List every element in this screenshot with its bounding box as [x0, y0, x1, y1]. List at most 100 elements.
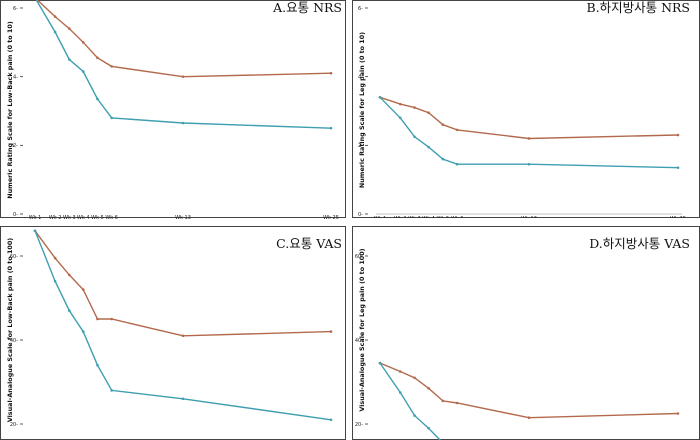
y-tick-label: 20-	[10, 422, 18, 428]
data-point	[110, 317, 113, 321]
y-tick-label: 40-	[355, 338, 363, 344]
y-axis-label: Numeric Rating Scale for Leg pain (0 to …	[358, 32, 366, 188]
data-point	[68, 58, 71, 61]
series-line-1	[36, 0, 332, 78]
series-line-2	[34, 230, 332, 421]
series-line-2	[35, 0, 332, 129]
data-point	[81, 330, 85, 333]
data-point	[413, 106, 416, 109]
data-point	[81, 288, 85, 291]
series-line-2	[379, 96, 679, 169]
data-point	[378, 95, 382, 99]
y-tick-label: 60-	[10, 254, 18, 260]
x-tick-label: Wk 6	[105, 215, 118, 221]
chart-panel-b: B.하지방사통 NRS Numeric Rating Scale for Leg …	[352, 0, 700, 222]
y-axis-label: Numeric Rating Scale for Low-Back pain (…	[6, 21, 14, 199]
data-point	[398, 116, 402, 120]
data-point	[455, 128, 459, 132]
x-tick-label: Wk 25	[323, 215, 339, 221]
y-tick-label: 2-	[13, 143, 18, 149]
data-point	[676, 412, 680, 415]
data-point	[676, 133, 680, 137]
y-tick-label: 20-	[355, 422, 363, 428]
data-point	[68, 273, 71, 277]
data-point	[676, 166, 680, 169]
data-point	[527, 137, 531, 140]
series-line-1	[379, 362, 679, 419]
y-tick-label: 4-	[13, 74, 18, 80]
y-tick-label: 2-	[358, 143, 363, 149]
x-tick-label: Wk 2	[394, 216, 407, 222]
data-point	[33, 229, 37, 233]
panel-frame	[0, 0, 346, 218]
data-point	[181, 397, 185, 401]
data-point	[398, 370, 402, 373]
data-point	[427, 426, 430, 430]
series-line-1	[34, 230, 332, 337]
data-point	[181, 121, 185, 125]
chart-panel-d: D.하지방사통 VAS Visual-Analogue Scale for Leg…	[352, 226, 700, 440]
x-tick-label: Wk 25	[670, 216, 686, 222]
data-point	[455, 162, 459, 166]
panel-title: C.요통 VAS	[276, 236, 342, 251]
y-tick-label: 60-	[355, 254, 363, 260]
data-point	[413, 135, 416, 139]
y-tick-label: 0-	[358, 212, 363, 218]
data-point	[53, 279, 57, 283]
data-point	[441, 123, 445, 127]
data-point	[110, 389, 113, 392]
data-point	[413, 414, 416, 417]
data-point	[110, 116, 113, 120]
data-point	[329, 418, 333, 422]
data-point	[378, 361, 382, 365]
data-point	[110, 65, 113, 68]
data-point	[398, 391, 402, 394]
chart-panel-a: A.요통 NRS Numeric Rating Scale for Low-Bac…	[0, 0, 346, 218]
x-tick-label: Wk 3	[408, 216, 421, 222]
data-point	[413, 376, 416, 380]
x-tick-label: Wk 4	[77, 215, 90, 221]
y-tick-label: 40-	[10, 338, 18, 344]
x-tick-label: Wk 4	[422, 216, 435, 222]
data-point	[427, 111, 430, 115]
data-point	[527, 162, 531, 166]
chart-panel-c: C.요통 VAS Visual-Analogue Scale for Low-Ba…	[0, 226, 346, 440]
y-axis-label: Visual-Analogue Scale for Low-Back pain …	[6, 238, 14, 423]
data-point	[96, 317, 99, 321]
data-point	[427, 387, 430, 390]
x-tick-label: Wk 5	[437, 216, 450, 222]
data-point	[181, 334, 185, 338]
data-point	[527, 416, 531, 420]
data-point	[96, 97, 99, 101]
data-point	[53, 15, 57, 18]
data-point	[81, 41, 85, 44]
data-point	[81, 70, 85, 73]
x-tick-label: Wk 13	[521, 216, 537, 222]
data-point	[68, 309, 71, 312]
panel-frame	[352, 226, 700, 440]
x-tick-label: Wk 3	[63, 215, 76, 221]
data-point	[329, 71, 333, 75]
y-tick-label: 6-	[13, 6, 18, 12]
data-point	[441, 157, 445, 161]
x-tick-label: Wk 13	[175, 215, 191, 221]
data-point	[68, 27, 71, 30]
x-tick-label: Wk 1	[374, 216, 387, 222]
data-point	[329, 330, 333, 333]
panel-title: B.하지방사통 NRS	[586, 0, 690, 15]
x-tick-label: Wk 2	[49, 215, 62, 221]
panel-title: D.하지방사통 VAS	[589, 236, 690, 251]
x-tick-label: Wk 6	[451, 216, 464, 222]
series-line-2	[379, 362, 442, 440]
y-tick-label: 4-	[358, 74, 363, 80]
data-point	[53, 30, 57, 34]
y-tick-label: 0-	[13, 212, 18, 218]
x-tick-label: Wk 1	[29, 215, 42, 221]
data-point	[427, 145, 430, 149]
data-point	[181, 75, 185, 78]
panel-title: A.요통 NRS	[272, 0, 342, 15]
data-point	[329, 126, 333, 130]
panel-frame	[352, 0, 700, 218]
data-point	[96, 363, 99, 367]
